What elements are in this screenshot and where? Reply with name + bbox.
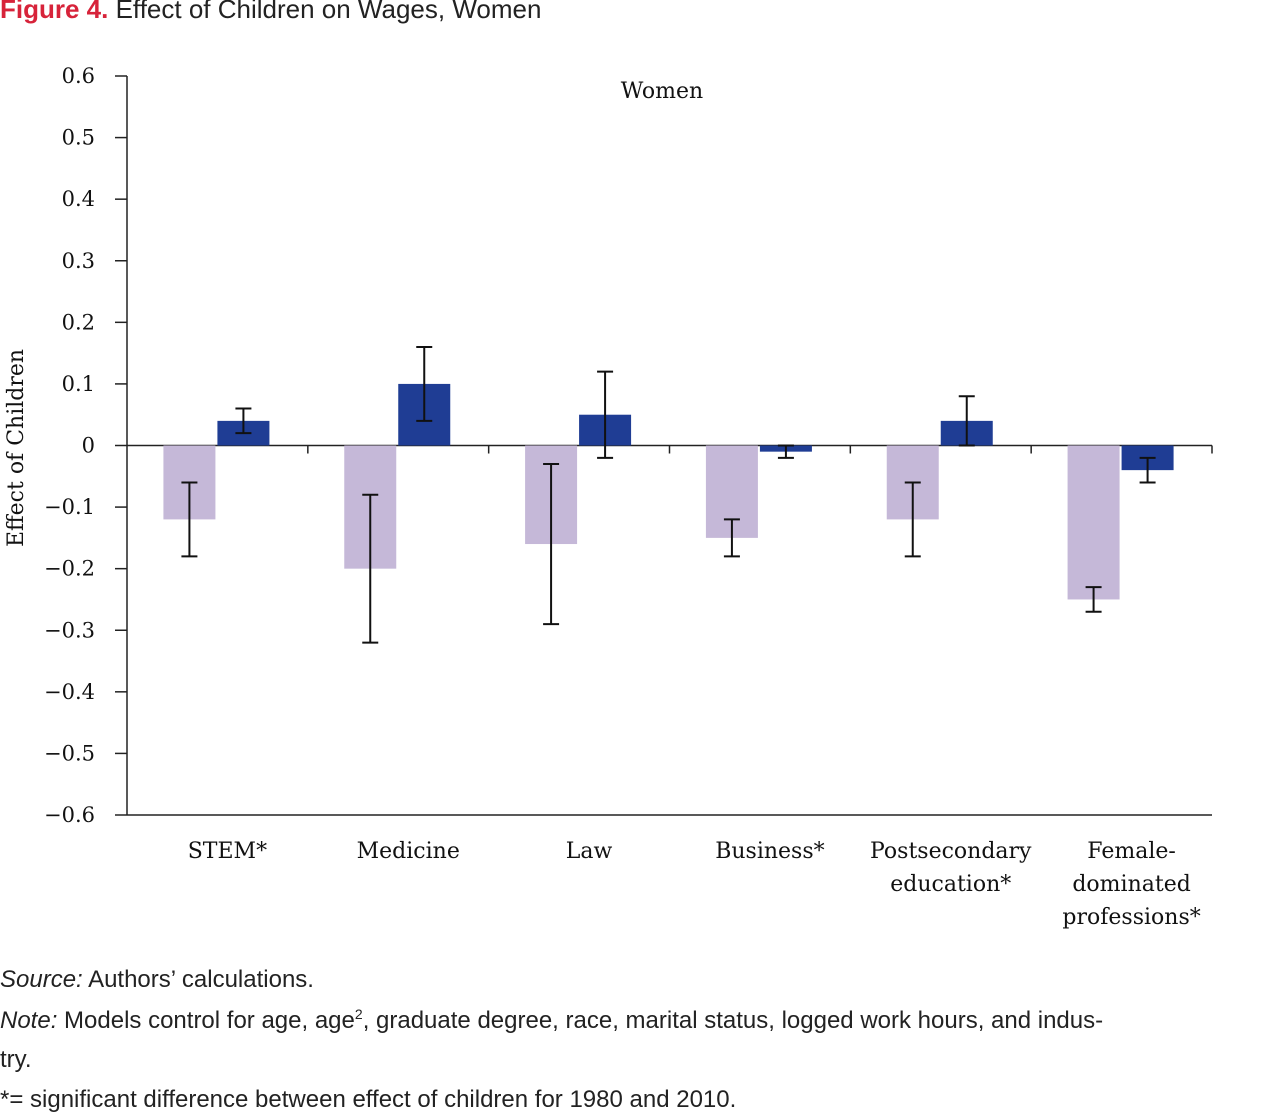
model-note: Note: Models control for age, age2, grad… <box>0 1006 1280 1035</box>
category-label: Business* <box>715 839 824 864</box>
y-tick-label: −0.5 <box>44 741 95 765</box>
y-tick-label: 0.4 <box>62 187 95 211</box>
model-note-continued: try. <box>0 1046 32 1073</box>
figure-title-text: Effect of Children on Wages, Women <box>115 0 542 24</box>
y-tick-label: 0.1 <box>62 372 95 396</box>
y-tick-label: −0.4 <box>44 680 95 704</box>
y-tick-label: 0.6 <box>62 64 95 88</box>
category-label: dominated <box>1072 872 1190 897</box>
bar <box>1067 445 1120 600</box>
error-bars <box>181 345 1156 644</box>
source-note: Source: Authors’ calculations. <box>0 966 314 994</box>
category-label: professions* <box>1062 905 1200 930</box>
category-label: Female- <box>1087 839 1176 864</box>
axes <box>115 75 1213 816</box>
y-tick-label: −0.3 <box>44 618 95 642</box>
category-label: education* <box>890 872 1011 897</box>
source-text: Authors’ calculations. <box>82 966 314 993</box>
y-tick-label: 0.2 <box>62 310 95 334</box>
category-label: Medicine <box>357 839 460 864</box>
significance-note: *= significant difference between effect… <box>0 1086 737 1113</box>
note-label: Note: <box>0 1007 58 1034</box>
y-tick-label: 0.3 <box>62 249 95 273</box>
figure-number: Figure 4. <box>0 0 109 24</box>
note-superscript: 2 <box>354 1006 363 1022</box>
y-axis-title: Effect of Children <box>4 349 29 547</box>
y-tick-label: −0.2 <box>44 557 95 581</box>
note-text-2: , graduate degree, race, marital status,… <box>362 1007 1104 1034</box>
figure-title: Figure 4. Effect of Children on Wages, W… <box>0 0 541 25</box>
bar-chart: 0.6 0.5 0.4 0.3 0.2 0.1 0 −0.1 −0.2 −0.3 −0.4 −0.5 −… <box>4 64 1213 930</box>
source-label: Source: <box>0 966 83 993</box>
category-label: STEM* <box>188 839 267 864</box>
y-tick-label: 0 <box>82 434 95 458</box>
panel-label: Women <box>621 79 703 104</box>
y-tick-label: −0.6 <box>44 803 95 827</box>
y-tick-label: −0.1 <box>44 495 95 519</box>
category-label: Law <box>566 839 613 864</box>
y-tick-label: 0.5 <box>62 126 95 150</box>
labels: 0.6 0.5 0.4 0.3 0.2 0.1 0 −0.1 −0.2 −0.3 −0.4 −0.5 −… <box>4 64 1201 930</box>
note-text-1: Models control for age, age <box>57 1007 355 1034</box>
category-label: Postsecondary <box>870 839 1032 864</box>
bars <box>163 383 1174 600</box>
